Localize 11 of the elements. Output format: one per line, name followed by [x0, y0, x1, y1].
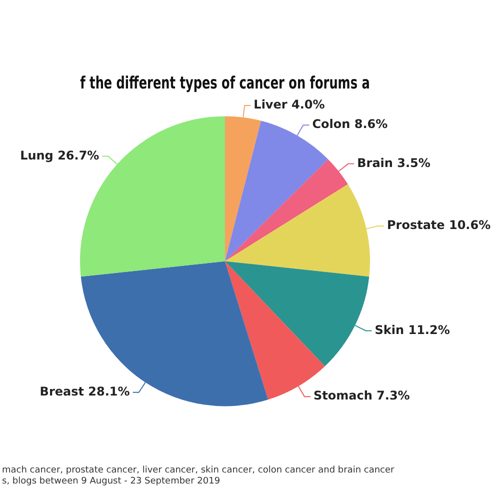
slice-label: Stomach 7.3% [313, 388, 410, 403]
slice-label: Lung 26.7% [20, 148, 100, 162]
slice-label: Colon 8.6% [312, 117, 388, 132]
slice-label: Prostate 10.6% [387, 218, 491, 232]
slice-label: Breast 28.1% [40, 384, 130, 399]
slice-label: Liver 4.0% [254, 98, 325, 112]
slice-label: Skin 11.2% [374, 322, 450, 337]
text: s, blogs between 9 August - 23 September 2019 [2, 476, 220, 486]
slice-label: Brain 3.5% [357, 156, 430, 170]
chart-title: f the different types of cancer on forums a [80, 74, 370, 94]
text: mach cancer, prostate cancer, liver cancer, skin cancer, colon cancer and brain cancer [2, 465, 395, 476]
